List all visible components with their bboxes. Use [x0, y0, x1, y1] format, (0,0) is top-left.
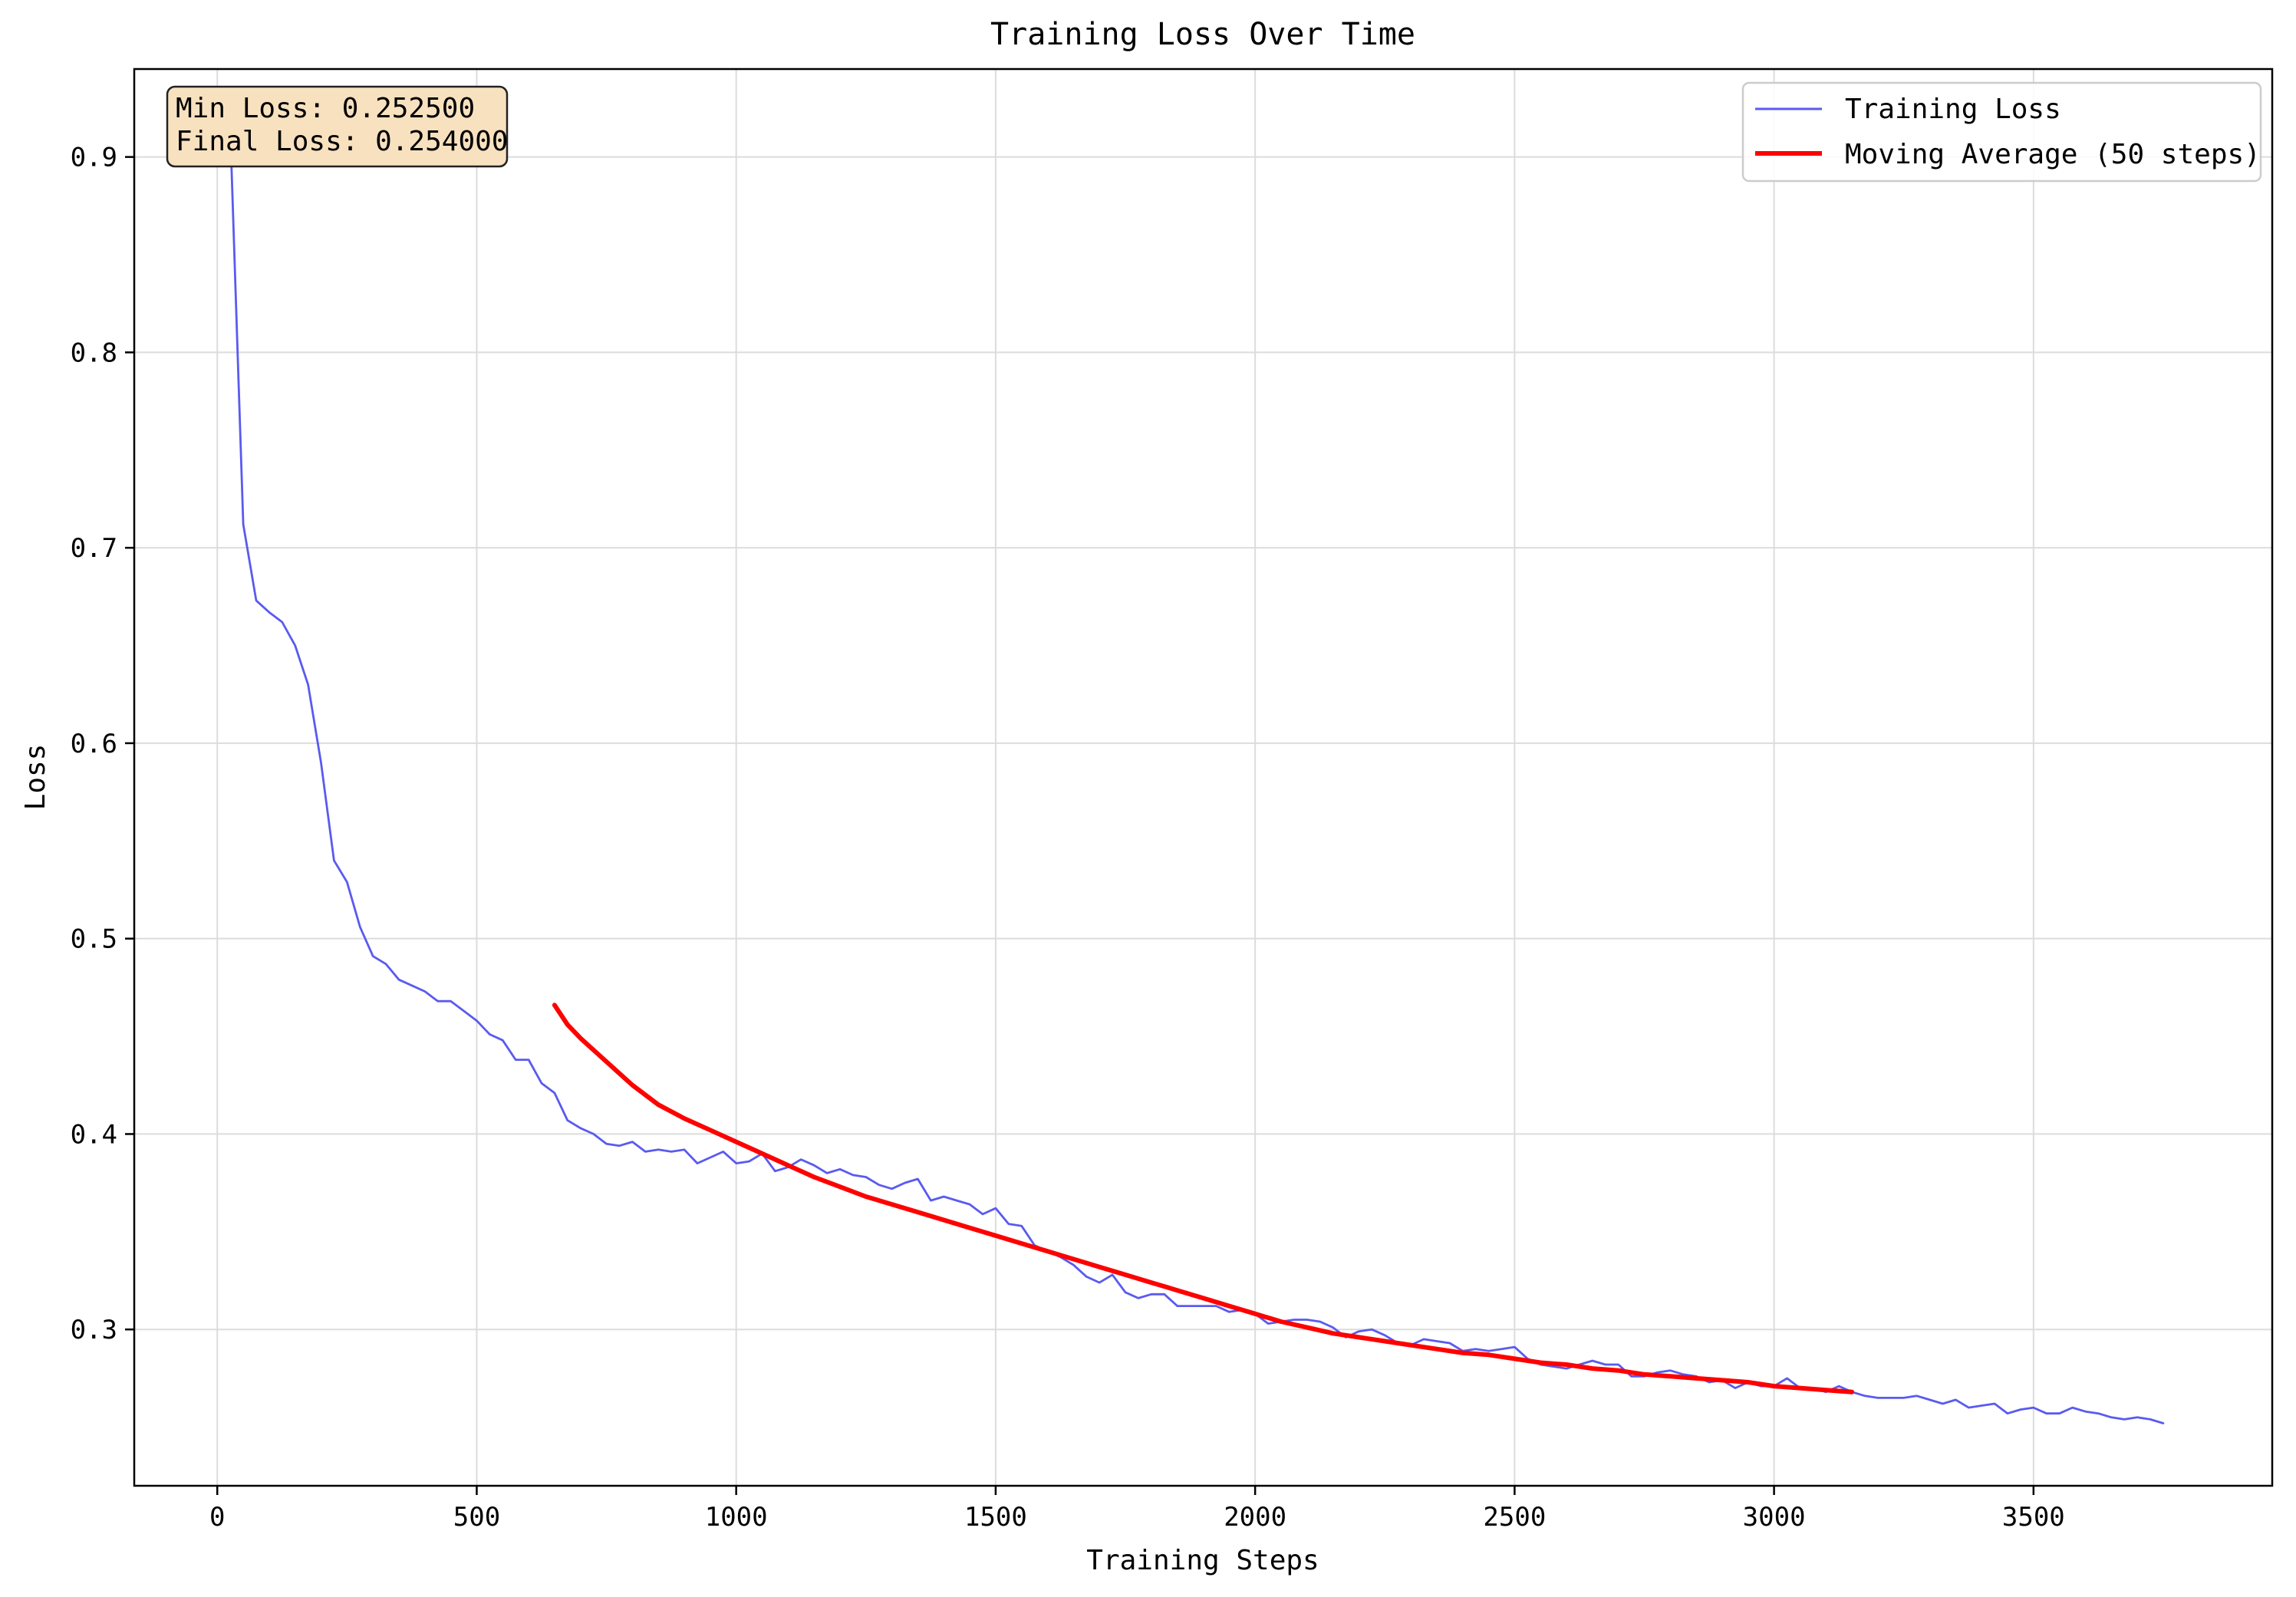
final-loss-text: Final Loss: 0.254000: [176, 126, 508, 157]
x-tick-label: 0: [209, 1502, 225, 1533]
y-gridlines: [134, 156, 2272, 1331]
x-tick-label: 3500: [2002, 1502, 2065, 1533]
y-axis-label: Loss: [20, 744, 51, 811]
chart-title: Training Loss Over Time: [990, 17, 1415, 52]
y-tick-label: 0.8: [71, 338, 117, 368]
x-tick-label: 3000: [1743, 1502, 1806, 1533]
x-tick-label: 1500: [964, 1502, 1027, 1533]
x-axis-ticks: 0 500 1000 1500 2000 2500 3000 3500: [209, 1486, 2065, 1533]
x-axis-label: Training Steps: [1086, 1545, 1319, 1576]
stats-box-background: [166, 85, 509, 168]
y-tick-label: 0.5: [71, 924, 117, 955]
training-loss-line: [229, 126, 2165, 1424]
y-axis-ticks: 0.3 0.4 0.5 0.6 0.7 0.8 0.9: [71, 143, 134, 1345]
y-tick-label: 0.7: [71, 533, 117, 564]
legend-label-moving-average: Moving Average (50 steps): [1845, 139, 2261, 170]
x-tick-label: 2500: [1483, 1502, 1546, 1533]
min-loss-text: Min Loss: 0.252500: [176, 93, 475, 124]
x-tick-label: 1000: [705, 1502, 768, 1533]
plot-frame: [133, 68, 2274, 1487]
stats-box: Min Loss: 0.252500 Final Loss: 0.254000: [166, 85, 509, 168]
legend-frame: [1741, 81, 2262, 183]
y-tick-label: 0.6: [71, 729, 117, 759]
x-tick-label: 500: [453, 1502, 500, 1533]
x-gridlines: [216, 69, 2034, 1486]
moving-average-line: [552, 1003, 1855, 1394]
series-layer: [229, 126, 2165, 1424]
y-tick-label: 0.3: [71, 1315, 117, 1345]
legend-label-training-loss: Training Loss: [1845, 94, 2061, 125]
x-tick-label: 2000: [1224, 1502, 1286, 1533]
legend: Training Loss Moving Average (50 steps): [1741, 81, 2262, 183]
y-tick-label: 0.4: [71, 1119, 117, 1150]
y-tick-label: 0.9: [71, 143, 117, 173]
